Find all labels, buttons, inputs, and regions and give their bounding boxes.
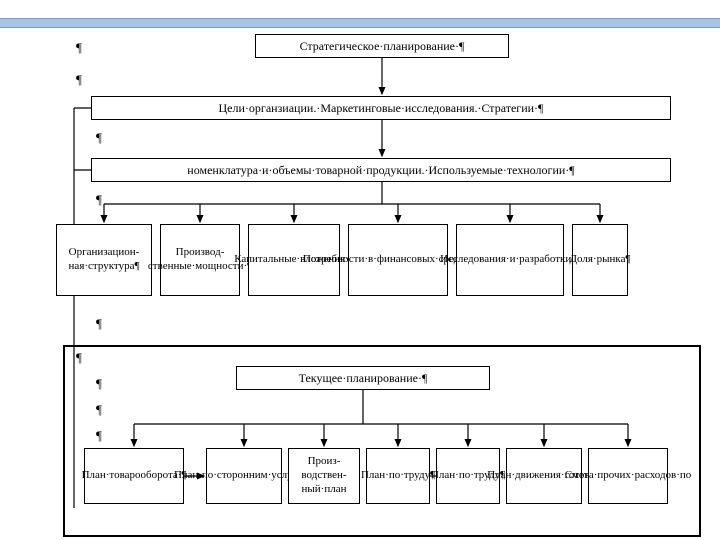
node-turnover-plan: План·товарооборота·¶ <box>84 448 184 504</box>
pilcrow-mark: ¶ <box>96 316 102 332</box>
node-label: План·товарооборота·¶ <box>82 469 187 483</box>
pilcrow-mark: ¶ <box>96 402 102 418</box>
node-label: Доля·рынка¶ <box>570 253 631 267</box>
node-label: Исследования·и·разработки·¶ <box>440 253 580 267</box>
node-strategic-planning: Стратегическое·планирование·¶ <box>255 34 509 58</box>
node-services-plan: План·по·сторонним·услугам¶ <box>206 448 282 504</box>
pilcrow-mark: ¶ <box>76 40 82 56</box>
diagram-canvas: Стратегическое·планирование·¶ Цели·орган… <box>56 28 708 540</box>
node-label: Стратегическое·планирование·¶ <box>300 39 465 54</box>
node-goals: Цели·органзиации.·Маркетинговые·исследов… <box>91 96 671 120</box>
node-label: Текущее·планирование·¶ <box>299 371 428 386</box>
pilcrow-mark: ¶ <box>96 376 102 392</box>
node-finance-needs: Потребности·в·финансовых·средствах·¶ <box>348 224 448 296</box>
node-labor-plan-1: План·по·труду¶ <box>366 448 430 504</box>
node-label: Смета·прочих·расходов·по <box>565 469 692 483</box>
node-production-plan: Произ-водствен-ный·план <box>288 448 360 504</box>
node-rnd: Исследования·и·разработки·¶ <box>456 224 564 296</box>
ruler-top <box>0 18 720 28</box>
pilcrow-mark: ¶ <box>76 72 82 88</box>
node-other-costs: Смета·прочих·расходов·по <box>588 448 668 504</box>
pilcrow-mark: ¶ <box>76 350 82 366</box>
node-market-share: Доля·рынка¶ <box>572 224 628 296</box>
pilcrow-mark: ¶ <box>96 130 102 146</box>
node-label: номенклатура·и·объемы·товарной·продукции… <box>187 163 574 178</box>
node-current-planning: Текущее·планирование·¶ <box>236 366 490 390</box>
node-org-structure: Организацион-ная·структура¶ <box>56 224 152 296</box>
node-label: Организацион-ная·структура¶ <box>61 246 147 274</box>
node-label: План·по·труду¶ <box>361 469 435 483</box>
node-label: Цели·органзиации.·Маркетинговые·исследов… <box>219 101 544 116</box>
pilcrow-mark: ¶ <box>96 428 102 444</box>
node-nomenclature: номенклатура·и·объемы·товарной·продукции… <box>91 158 671 182</box>
pilcrow-mark: ¶ <box>96 192 102 208</box>
node-capacities: Производ-ственные·мощности·¶ <box>160 224 240 296</box>
node-label: Произ-водствен-ный·план <box>293 455 355 496</box>
